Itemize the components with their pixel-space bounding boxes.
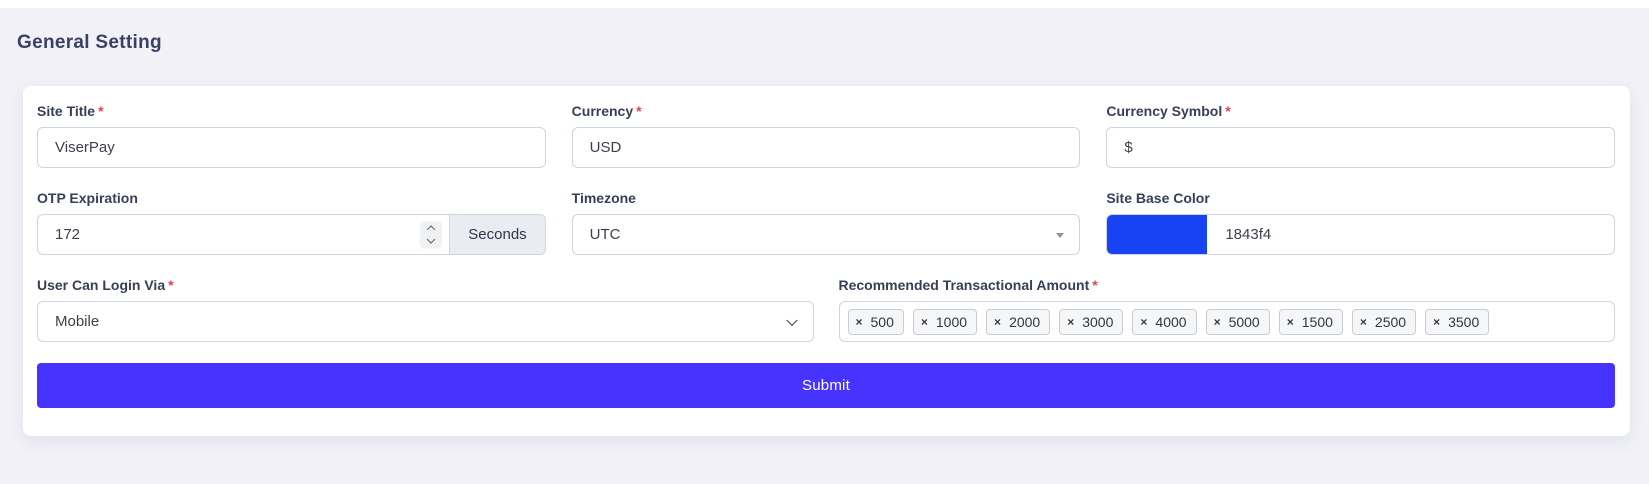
top-strip: [0, 0, 1649, 8]
tag-label: 3000: [1082, 313, 1114, 330]
tag-remove-icon[interactable]: ×: [1213, 314, 1221, 329]
amount-tag[interactable]: × 1000: [912, 308, 978, 335]
amount-tag[interactable]: × 2500: [1351, 308, 1417, 335]
login-via-select[interactable]: Mobile: [37, 301, 814, 342]
page-title: General Setting: [17, 32, 162, 53]
amount-tag[interactable]: × 3500: [1425, 308, 1490, 335]
color-swatch[interactable]: [1107, 215, 1208, 254]
recommended-amounts-field: Recommended Transactional Amount * × 500 × 1…: [838, 277, 1616, 342]
tag-label: 4000: [1155, 313, 1187, 330]
general-setting-card: Site Title* Currency* Currency Symbol* O…: [23, 86, 1630, 436]
amount-tag[interactable]: × 5000: [1205, 308, 1270, 335]
amount-tags[interactable]: × 500 × 1000 × 2000 × 3000 × 4000 × 5000 × 1500 × 2500 ×…: [838, 301, 1615, 342]
amount-tag[interactable]: × 4000: [1132, 308, 1197, 335]
form-row-1: Site Title* Currency* Currency Symbol*: [37, 103, 1615, 168]
amount-tag[interactable]: × 500: [847, 308, 904, 335]
otp-expiration-field: OTP Expiration Seconds: [37, 190, 546, 255]
currency-symbol-input[interactable]: [1106, 127, 1615, 168]
tag-label: 500: [870, 313, 894, 330]
currency-input[interactable]: [571, 127, 1081, 168]
amount-tag[interactable]: × 1500: [1278, 308, 1343, 335]
tag-remove-icon[interactable]: ×: [994, 314, 1002, 329]
tag-remove-icon[interactable]: ×: [1359, 314, 1367, 329]
currency-symbol-label: Currency Symbol *: [1106, 103, 1615, 119]
caret-down-icon: [1056, 232, 1065, 238]
stepper-down-icon[interactable]: [427, 235, 436, 244]
currency-symbol-field: Currency Symbol *: [1106, 103, 1615, 168]
currency-label-text: Currency: [571, 103, 634, 119]
tag-label: 2000: [1009, 313, 1041, 330]
required-marker: *: [1092, 277, 1098, 293]
amount-tag[interactable]: × 3000: [1059, 308, 1124, 335]
required-marker: *: [1225, 103, 1231, 119]
otp-number-wrap: [37, 214, 451, 255]
timezone-value: UTC: [589, 226, 621, 243]
tag-label: 5000: [1228, 313, 1260, 330]
tag-remove-icon[interactable]: ×: [1286, 314, 1294, 329]
tag-label: 2500: [1374, 313, 1407, 330]
otp-input-group: Seconds: [37, 214, 546, 255]
tag-label: 1500: [1301, 313, 1333, 330]
stepper-up-icon[interactable]: [427, 225, 436, 234]
tag-label: 1000: [935, 313, 968, 330]
tag-remove-icon[interactable]: ×: [1067, 314, 1075, 329]
tag-label: 3500: [1448, 313, 1480, 330]
recommended-amounts-label: Recommended Transactional Amount *: [839, 277, 1616, 293]
required-marker: *: [98, 103, 104, 119]
seconds-addon: Seconds: [450, 214, 546, 255]
site-title-label: Site Title *: [37, 103, 546, 119]
otp-expiration-label: OTP Expiration: [37, 190, 138, 206]
required-marker: *: [168, 277, 174, 293]
form-row-2: OTP Expiration Seconds Timezone UTC Si: [37, 190, 1615, 255]
tag-remove-icon[interactable]: ×: [1140, 314, 1148, 329]
site-base-color-label: Site Base Color: [1106, 190, 1210, 206]
recommended-amounts-label-text: Recommended Transactional Amount: [838, 277, 1090, 293]
chevron-down-icon: [785, 314, 798, 326]
otp-expiration-input[interactable]: [37, 214, 451, 255]
tag-remove-icon[interactable]: ×: [920, 314, 928, 329]
login-via-label-text: User Can Login Via: [37, 277, 166, 293]
timezone-select[interactable]: UTC: [571, 214, 1081, 255]
site-title-input[interactable]: [37, 127, 546, 168]
site-base-color-field: Site Base Color 1843f4: [1106, 190, 1615, 255]
tag-remove-icon[interactable]: ×: [855, 314, 863, 329]
login-via-label: User Can Login Via *: [37, 277, 814, 293]
site-title-field: Site Title *: [37, 103, 546, 168]
site-base-color-input[interactable]: 1843f4: [1106, 214, 1615, 255]
timezone-field: Timezone UTC: [571, 190, 1081, 255]
login-via-field: User Can Login Via * Mobile: [37, 277, 814, 342]
form-row-3: User Can Login Via * Mobile Recommended T…: [37, 277, 1615, 342]
login-via-value: Mobile: [55, 313, 100, 330]
site-title-label-text: Site Title: [37, 103, 96, 119]
number-stepper[interactable]: [420, 221, 443, 248]
required-marker: *: [636, 103, 642, 119]
submit-button[interactable]: Submit: [37, 363, 1615, 408]
tag-remove-icon[interactable]: ×: [1433, 314, 1441, 329]
currency-field: Currency *: [571, 103, 1081, 168]
timezone-label: Timezone: [571, 190, 636, 206]
currency-symbol-label-text: Currency Symbol: [1106, 103, 1223, 119]
amount-tag[interactable]: × 2000: [986, 308, 1051, 335]
color-value: 1843f4: [1225, 226, 1272, 243]
currency-label: Currency *: [572, 103, 1081, 119]
